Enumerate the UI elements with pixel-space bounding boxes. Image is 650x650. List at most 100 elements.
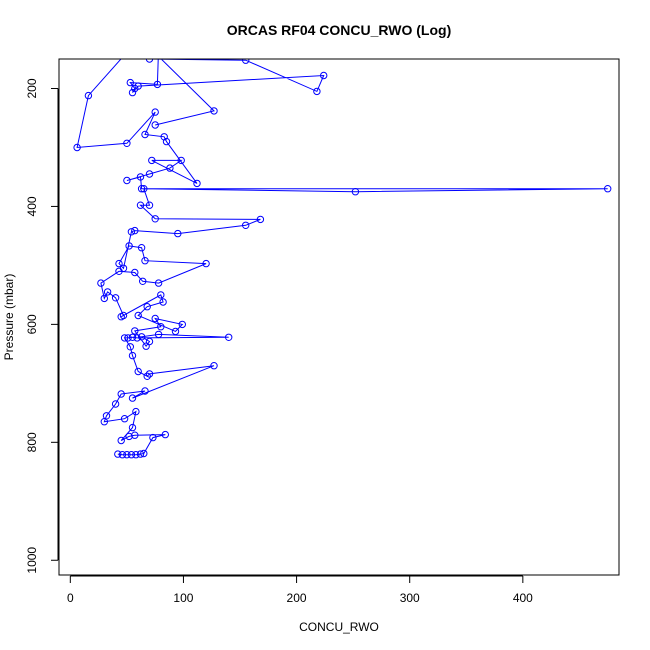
data-point <box>256 215 265 224</box>
x-tick-label: 0 <box>67 591 74 605</box>
data-point <box>171 327 180 336</box>
data-point <box>132 451 140 459</box>
data-point <box>134 311 142 320</box>
data-point <box>145 337 154 346</box>
x-tick-label: 300 <box>400 591 420 605</box>
data-point <box>145 201 154 209</box>
data-points <box>73 59 612 459</box>
data-point <box>124 334 132 342</box>
data-point <box>148 156 156 165</box>
data-point <box>120 415 129 423</box>
data-point <box>242 59 250 64</box>
data-point <box>153 80 162 89</box>
data-point <box>136 201 145 209</box>
plot-area <box>73 59 612 459</box>
data-point <box>145 170 154 178</box>
data-point <box>140 449 148 458</box>
data-point <box>141 387 149 395</box>
y-tick-label: 1000 <box>25 547 39 574</box>
data-point <box>141 130 149 139</box>
data-point <box>137 333 146 341</box>
data-point <box>131 327 139 335</box>
data-point <box>111 294 120 302</box>
y-tick-label: 800 <box>25 432 39 452</box>
data-point <box>120 334 129 342</box>
data-point <box>137 185 146 193</box>
data-point <box>320 71 328 80</box>
data-point <box>157 291 165 299</box>
data-point <box>131 431 139 439</box>
data-point <box>131 84 139 93</box>
data-point <box>604 185 612 193</box>
y-tick-label: 600 <box>25 314 39 334</box>
data-point <box>118 451 127 459</box>
data-point <box>100 294 109 303</box>
data-point <box>210 107 218 115</box>
data-point <box>159 298 167 306</box>
data-point <box>162 137 171 146</box>
data-point <box>73 143 81 152</box>
data-point <box>128 394 137 402</box>
data-point <box>123 139 131 148</box>
data-point <box>131 226 139 235</box>
data-point <box>154 279 163 287</box>
data-point <box>242 221 250 230</box>
data-point <box>210 362 218 370</box>
data-point <box>140 185 148 193</box>
data-point <box>128 351 137 360</box>
data-point <box>128 88 137 97</box>
data-point <box>225 333 233 341</box>
y-axis-label: Pressure (mbar) <box>2 274 16 361</box>
data-point <box>141 257 149 265</box>
data-point <box>139 277 147 285</box>
data-point <box>111 400 120 408</box>
data-point <box>128 423 137 432</box>
data-point <box>126 78 135 87</box>
data-point <box>84 91 93 100</box>
data-point <box>137 244 146 252</box>
data-point <box>127 451 136 459</box>
x-tick-label: 400 <box>513 591 533 605</box>
data-point <box>142 342 150 350</box>
data-point <box>114 450 122 458</box>
data-point <box>103 288 112 296</box>
data-point <box>151 121 159 129</box>
data-point <box>128 333 137 341</box>
chart-title: ORCAS RF04 CONCU_RWO (Log) <box>227 22 452 38</box>
data-point <box>313 87 321 96</box>
data-point <box>151 314 159 323</box>
y-tick-label: 200 <box>25 78 39 98</box>
y-tick-label: 400 <box>25 196 39 216</box>
data-point <box>119 264 128 272</box>
data-point <box>133 334 141 342</box>
data-point <box>160 133 168 141</box>
data-point <box>145 370 154 378</box>
data-point <box>157 323 165 331</box>
data-point <box>127 228 136 236</box>
data-point <box>115 259 123 268</box>
data-point <box>119 311 128 320</box>
data-point <box>161 430 170 439</box>
data-point <box>117 390 125 398</box>
data-point <box>143 372 151 380</box>
data-point <box>136 173 145 181</box>
data-point <box>151 108 159 116</box>
plot-frame <box>58 58 620 576</box>
data-point <box>134 367 142 376</box>
data-point <box>193 179 201 188</box>
data-point <box>154 330 163 339</box>
data-point <box>102 412 111 420</box>
data-point <box>123 451 131 459</box>
data-point <box>131 268 139 277</box>
x-tick-label: 200 <box>287 591 307 605</box>
data-point <box>151 215 159 223</box>
data-point <box>126 343 135 351</box>
data-point <box>125 432 133 441</box>
data-point <box>117 436 125 445</box>
data-point <box>177 156 185 165</box>
series-line <box>76 59 608 456</box>
x-tick-label: 100 <box>173 591 193 605</box>
data-point <box>136 450 145 458</box>
